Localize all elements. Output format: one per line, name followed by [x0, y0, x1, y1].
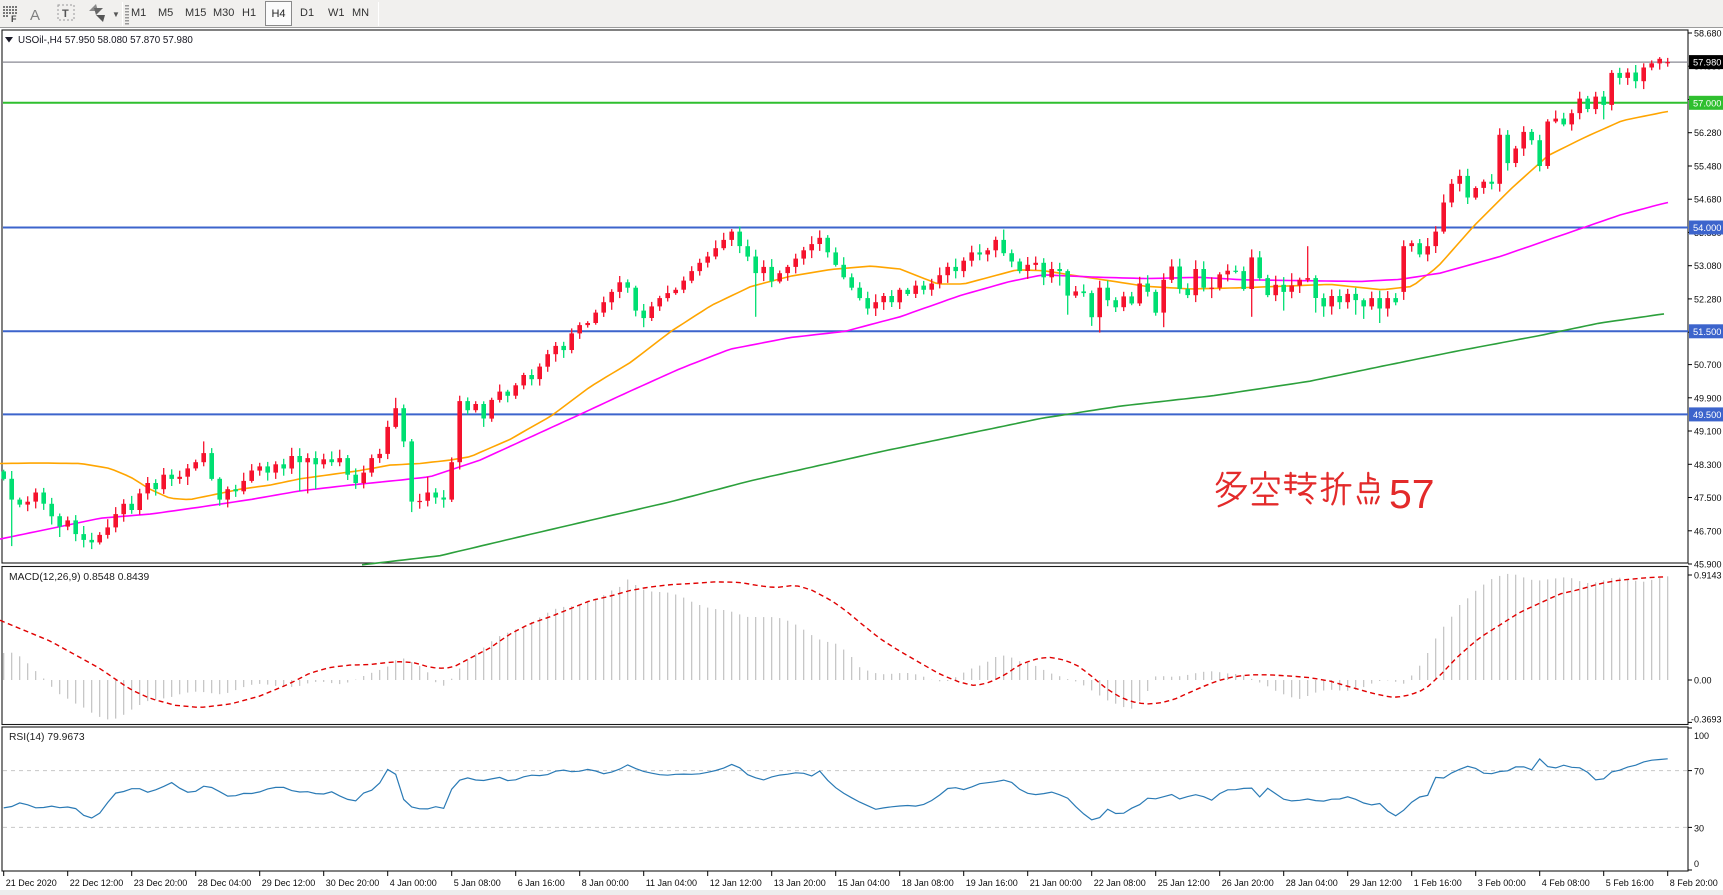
svg-text:51.500: 51.500	[1693, 327, 1721, 337]
svg-text:6 Jan 16:00: 6 Jan 16:00	[518, 878, 565, 888]
svg-text:13 Jan 20:00: 13 Jan 20:00	[774, 878, 826, 888]
svg-text:100: 100	[1694, 731, 1709, 741]
svg-text:30: 30	[1694, 823, 1704, 833]
svg-text:5 Feb 16:00: 5 Feb 16:00	[1606, 878, 1654, 888]
svg-text:57: 57	[1389, 471, 1435, 517]
svg-text:48.300: 48.300	[1694, 460, 1722, 470]
svg-text:11 Jan 04:00: 11 Jan 04:00	[646, 878, 697, 888]
svg-text:30 Dec 20:00: 30 Dec 20:00	[326, 878, 380, 888]
svg-text:49.100: 49.100	[1694, 427, 1722, 437]
svg-text:15 Jan 04:00: 15 Jan 04:00	[838, 878, 890, 888]
svg-text:0.00: 0.00	[1694, 676, 1712, 686]
svg-text:4 Feb 08:00: 4 Feb 08:00	[1542, 878, 1590, 888]
svg-text:19 Jan 16:00: 19 Jan 16:00	[966, 878, 1018, 888]
svg-text:57.980: 57.980	[1693, 58, 1721, 68]
svg-text:12 Jan 12:00: 12 Jan 12:00	[710, 878, 762, 888]
svg-text:T: T	[62, 8, 69, 20]
svg-text:58.680: 58.680	[1694, 29, 1722, 39]
svg-text:-0.3693: -0.3693	[1691, 715, 1722, 725]
svg-text:18 Jan 08:00: 18 Jan 08:00	[902, 878, 954, 888]
svg-text:MACD(12,26,9) 0.8548 0.8439: MACD(12,26,9) 0.8548 0.8439	[9, 572, 150, 583]
svg-text:55.480: 55.480	[1694, 162, 1722, 172]
svg-text:29 Jan 12:00: 29 Jan 12:00	[1350, 878, 1402, 888]
svg-text:56.280: 56.280	[1694, 128, 1722, 138]
svg-text:47.500: 47.500	[1694, 493, 1722, 503]
svg-text:28 Dec 04:00: 28 Dec 04:00	[198, 878, 252, 888]
svg-text:5 Jan 08:00: 5 Jan 08:00	[454, 878, 501, 888]
svg-text:0.9143: 0.9143	[1694, 571, 1722, 581]
svg-text:21 Dec 2020: 21 Dec 2020	[6, 878, 57, 888]
svg-text:8 Feb 20:00: 8 Feb 20:00	[1670, 878, 1718, 888]
svg-text:0: 0	[1694, 859, 1699, 869]
svg-text:70: 70	[1694, 767, 1704, 777]
svg-text:4 Jan 00:00: 4 Jan 00:00	[390, 878, 437, 888]
svg-text:25 Jan 12:00: 25 Jan 12:00	[1158, 878, 1210, 888]
svg-text:57.000: 57.000	[1693, 98, 1721, 108]
svg-text:28 Jan 04:00: 28 Jan 04:00	[1286, 878, 1338, 888]
svg-text:22 Dec 12:00: 22 Dec 12:00	[70, 878, 124, 888]
svg-text:26 Jan 20:00: 26 Jan 20:00	[1222, 878, 1274, 888]
svg-text:46.700: 46.700	[1694, 526, 1722, 536]
svg-text:USOil-,H4 57.950 58.080 57.87: USOil-,H4 57.950 58.080 57.870 57.980	[18, 35, 193, 46]
svg-text:21 Jan 00:00: 21 Jan 00:00	[1030, 878, 1082, 888]
svg-text:54.000: 54.000	[1693, 223, 1721, 233]
svg-text:50.700: 50.700	[1694, 360, 1722, 370]
svg-text:53.080: 53.080	[1694, 261, 1722, 271]
svg-text:23 Dec 20:00: 23 Dec 20:00	[134, 878, 188, 888]
svg-text:49.500: 49.500	[1693, 410, 1721, 420]
svg-text:8 Jan 00:00: 8 Jan 00:00	[582, 878, 629, 888]
svg-text:RSI(14) 79.9673: RSI(14) 79.9673	[9, 732, 85, 743]
svg-text:45.900: 45.900	[1694, 560, 1722, 570]
svg-text:1 Feb 16:00: 1 Feb 16:00	[1414, 878, 1462, 888]
svg-text:22 Jan 08:00: 22 Jan 08:00	[1094, 878, 1146, 888]
svg-text:F: F	[11, 14, 17, 24]
svg-text:29 Dec 12:00: 29 Dec 12:00	[262, 878, 316, 888]
svg-text:52.280: 52.280	[1694, 294, 1722, 304]
svg-text:49.900: 49.900	[1694, 393, 1722, 403]
svg-text:54.680: 54.680	[1694, 195, 1722, 205]
svg-text:3 Feb 00:00: 3 Feb 00:00	[1478, 878, 1526, 888]
